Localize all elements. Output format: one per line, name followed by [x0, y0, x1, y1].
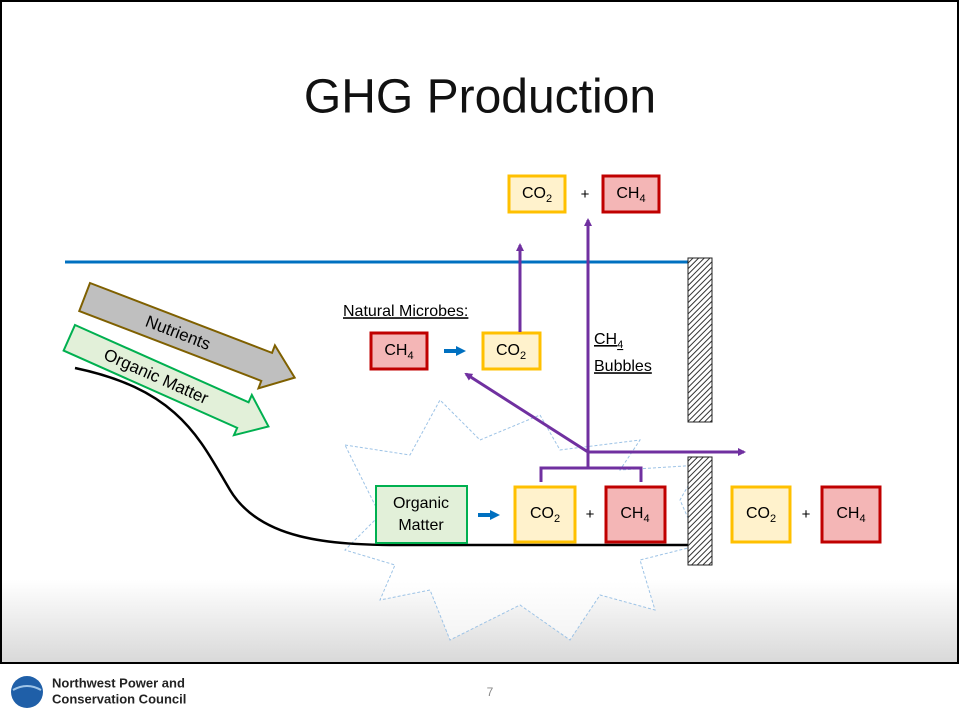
slide: GHG Production Nutrients Organic Matter …: [0, 0, 959, 721]
dam-lower: [688, 457, 712, 565]
bubbles-label: Bubbles: [594, 358, 652, 375]
plus: +: [581, 186, 590, 203]
logo: [11, 676, 43, 708]
dam-upper: [688, 258, 712, 422]
page-number: 7: [487, 685, 494, 699]
organic-label: Matter: [398, 517, 444, 534]
org-name: Northwest Power and: [52, 675, 185, 690]
organic-label: Organic: [393, 495, 449, 512]
microbes-label: Natural Microbes:: [343, 303, 468, 320]
plus: +: [802, 506, 811, 523]
org-name: Conservation Council: [52, 691, 186, 706]
title: GHG Production: [304, 71, 656, 124]
plus: +: [586, 506, 595, 523]
